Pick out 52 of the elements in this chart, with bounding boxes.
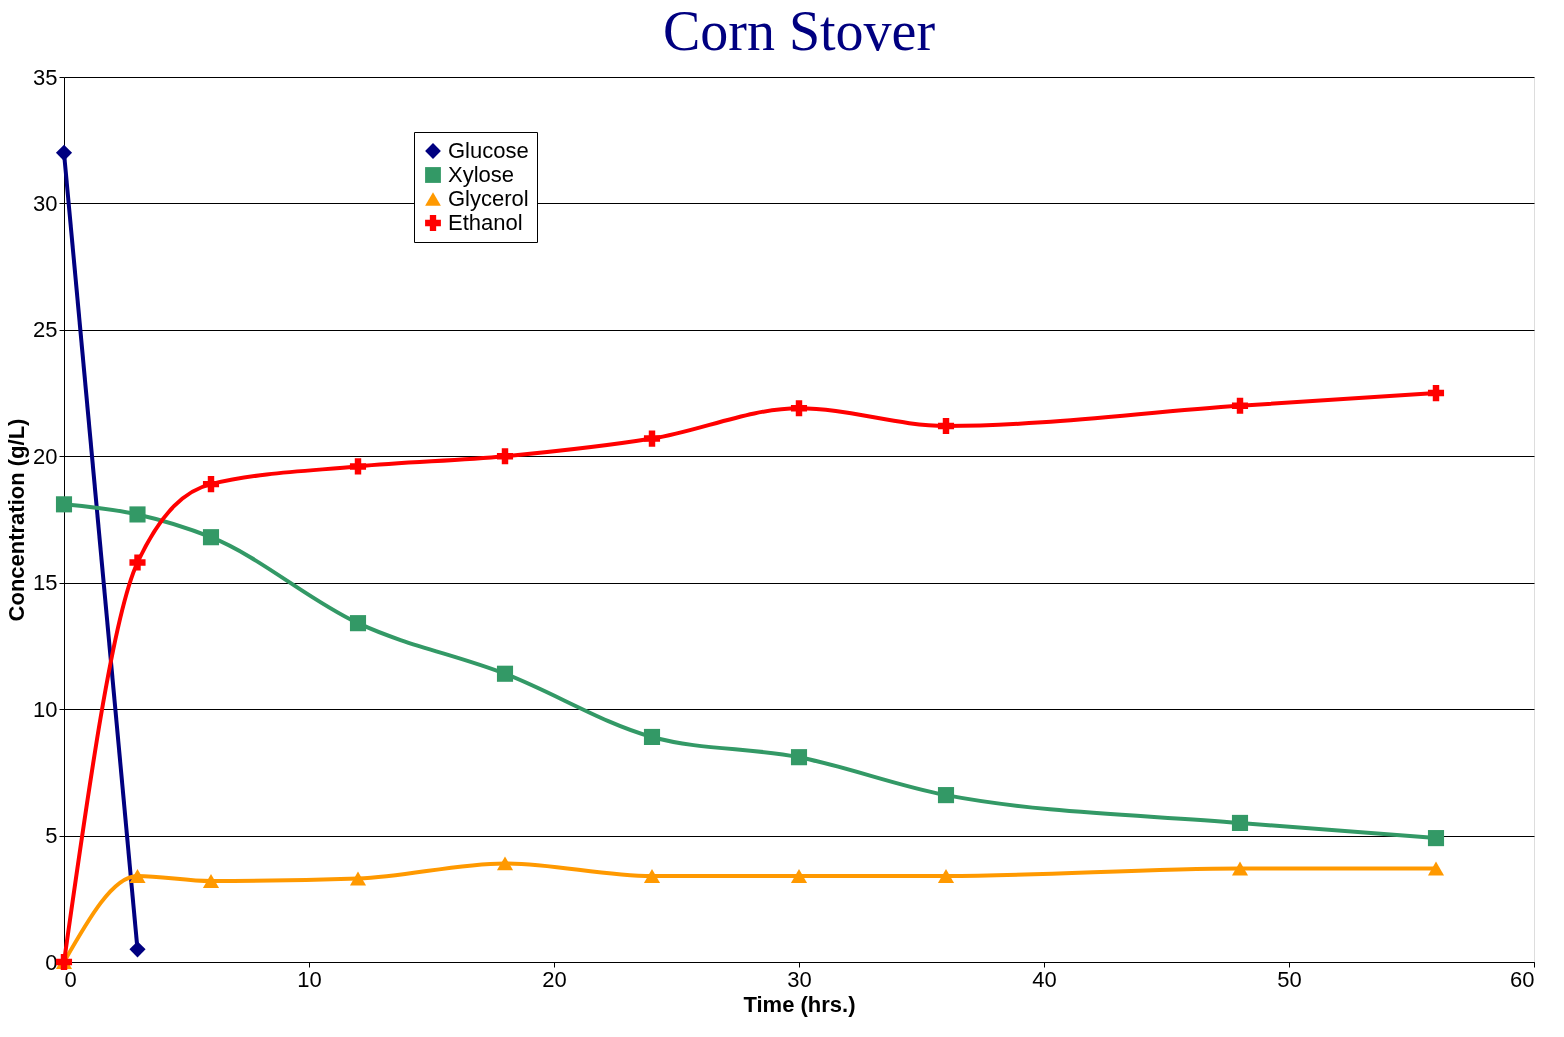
point [937,417,955,434]
x-tick-label: 30 [787,966,812,992]
point [129,554,146,571]
y-tick-label: 35 [33,64,58,90]
point [202,476,220,493]
point [1231,814,1249,831]
x-tick-label: 60 [1510,966,1535,992]
y-tick-label: 25 [33,317,58,343]
x-tick-label: 20 [542,966,567,992]
legend-label: Xylose [448,162,515,187]
point [937,787,955,804]
point [496,856,514,871]
chart-title: Corn Stover [662,0,936,62]
point [202,874,220,889]
point [790,869,808,884]
point [1427,830,1445,847]
point [349,615,367,632]
legend-label: Glycerol [448,186,529,211]
x-tick-label: 10 [297,966,322,992]
point [496,665,514,682]
point [129,506,146,523]
x-tick-label: 50 [1277,966,1302,992]
legend-label: Ethanol [448,210,523,235]
y-tick-label: 20 [33,443,58,469]
point [790,400,808,417]
point [55,496,73,513]
point [1427,861,1445,876]
point [643,430,661,447]
y-axis-title: Concentration (g/L) [4,418,30,622]
point [1231,861,1249,876]
point [1231,397,1249,414]
point [349,458,367,475]
x-tick-label: 40 [1032,966,1057,992]
point [349,871,367,886]
point [1427,385,1445,402]
point [129,941,146,958]
point [129,869,146,884]
legend-label: Glucose [448,138,529,163]
point [643,728,661,746]
point [496,448,514,465]
y-tick-label: 10 [33,696,58,722]
x-axis-title: Time (hrs.) [743,991,856,1017]
x-tick-label: 0 [64,966,77,992]
point [937,869,955,884]
y-tick-label: 0 [45,949,58,975]
y-tick-label: 30 [33,190,58,216]
y-tick-label: 5 [45,823,58,849]
point [643,869,661,884]
point [55,144,73,161]
point [202,529,220,546]
point [790,749,808,766]
y-tick-label: 15 [33,570,58,596]
